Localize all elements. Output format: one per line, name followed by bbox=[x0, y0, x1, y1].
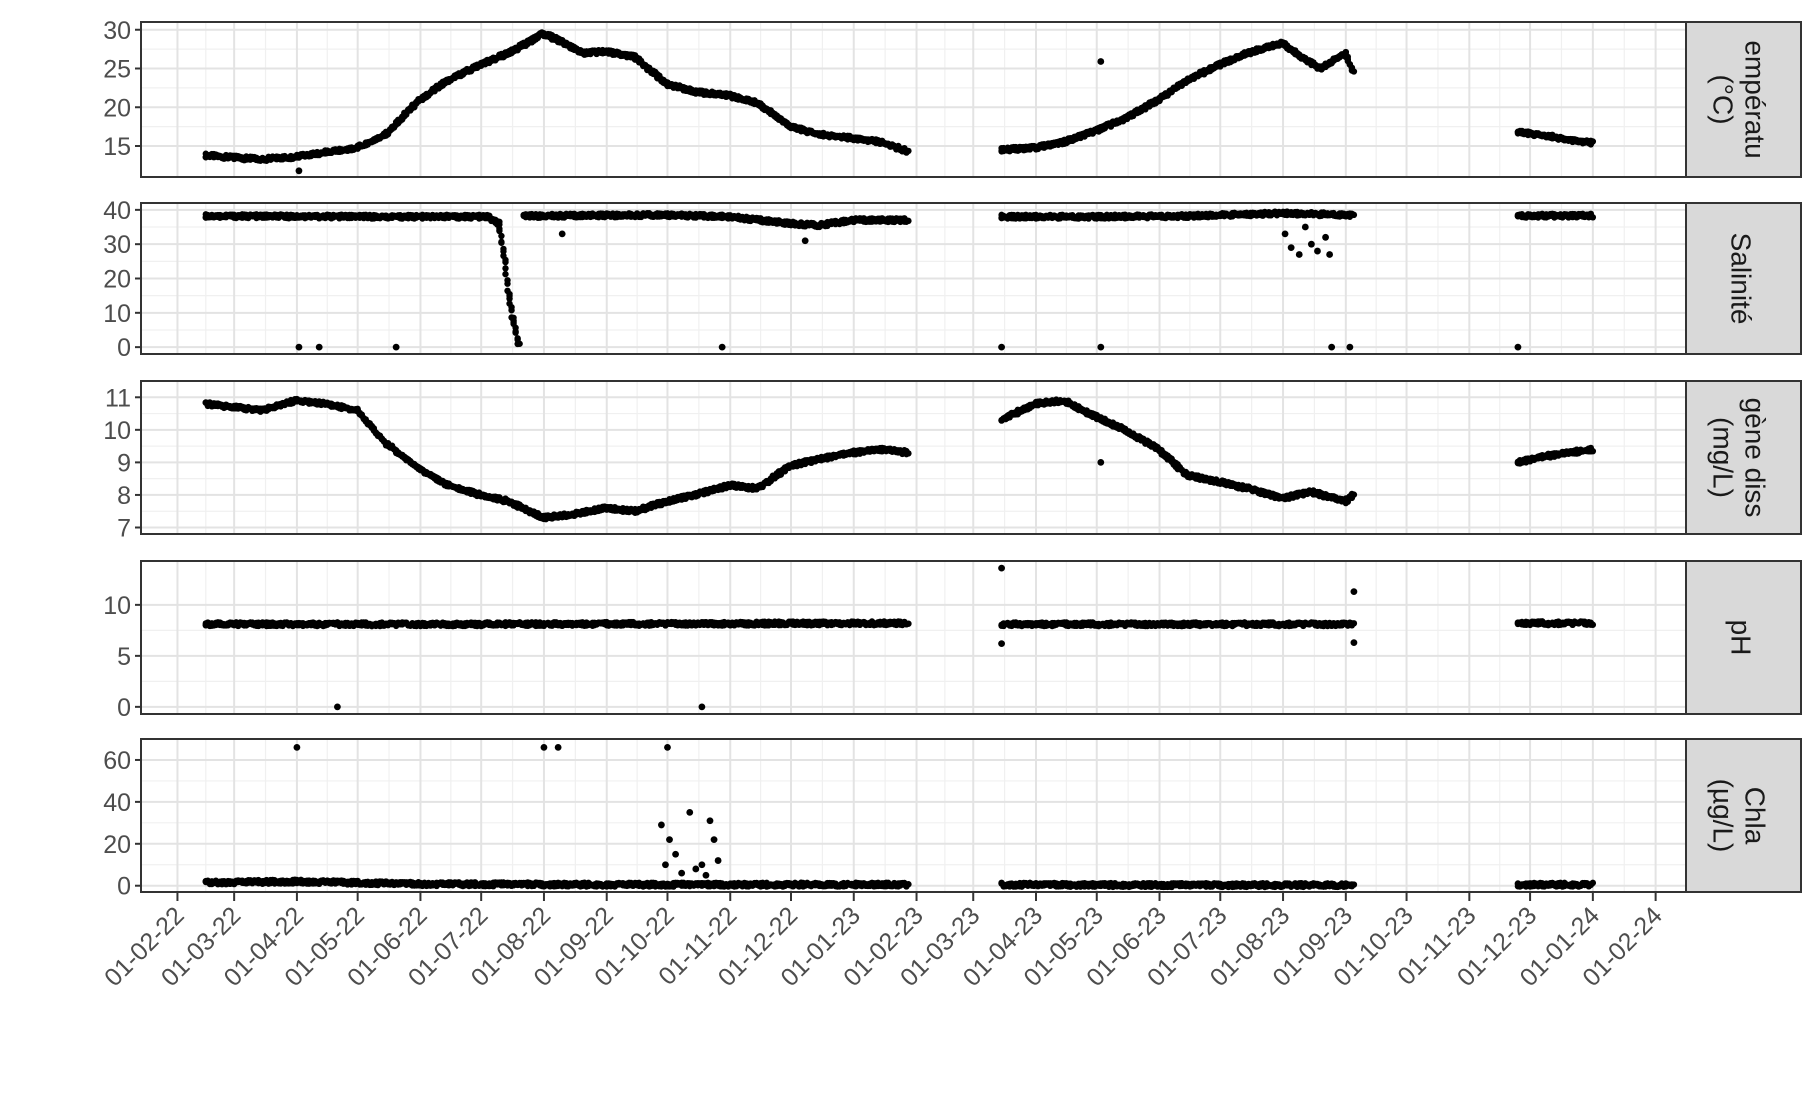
data-points bbox=[202, 208, 1597, 351]
data-point bbox=[1589, 214, 1597, 221]
outlier-point bbox=[1314, 247, 1321, 255]
outlier-point bbox=[1307, 240, 1315, 248]
panel-2: 0 10 20 30 40 Salinité bbox=[103, 197, 1802, 362]
data-point bbox=[905, 450, 912, 457]
y-tick-label: 30 bbox=[103, 231, 131, 259]
data-point bbox=[1350, 68, 1358, 75]
data-point bbox=[905, 147, 912, 155]
outlier-point bbox=[1295, 251, 1303, 258]
data-point bbox=[502, 256, 509, 264]
data-points bbox=[202, 29, 1597, 175]
outlier-point bbox=[315, 343, 323, 351]
outlier-point bbox=[1097, 343, 1105, 351]
y-tick-label: 11 bbox=[105, 384, 131, 412]
y-tick-label: 15 bbox=[103, 133, 131, 161]
outlier-point bbox=[1328, 343, 1336, 351]
y-tick-label: 10 bbox=[103, 417, 131, 445]
y-tick-label: 40 bbox=[103, 197, 131, 225]
data-point bbox=[502, 270, 509, 278]
y-tick-label: 0 bbox=[117, 334, 131, 362]
y-tick-label: 10 bbox=[103, 300, 131, 328]
outlier-point bbox=[1326, 251, 1334, 258]
data-point bbox=[508, 307, 515, 314]
data-point bbox=[498, 239, 505, 246]
y-tick-label: 7 bbox=[117, 514, 131, 542]
outlier-point bbox=[998, 343, 1005, 351]
outlier-point bbox=[295, 343, 303, 351]
outlier-point bbox=[1287, 244, 1295, 252]
panel-1: 15 20 25 30 empératu(°C) bbox=[103, 17, 1802, 178]
strip-label-line: (°C) bbox=[1708, 74, 1739, 124]
y-tick-label: 25 bbox=[103, 56, 131, 84]
outlier-point bbox=[558, 230, 566, 238]
outlier-point bbox=[718, 343, 726, 351]
outlier-point bbox=[1281, 230, 1289, 238]
outlier-point bbox=[801, 237, 809, 245]
outlier-point bbox=[1301, 223, 1309, 231]
data-point bbox=[1589, 138, 1597, 145]
strip-label: Salinité bbox=[1726, 233, 1757, 325]
outlier-point bbox=[1346, 343, 1354, 351]
outlier-point bbox=[1097, 58, 1105, 65]
data-point bbox=[1350, 211, 1358, 219]
strip-label-line: Salinité bbox=[1726, 233, 1757, 325]
outlier-point bbox=[295, 167, 303, 175]
outlier-point bbox=[1514, 343, 1522, 351]
y-tick-label: 8 bbox=[117, 482, 131, 510]
y-tick-label: 9 bbox=[117, 449, 131, 477]
panel-background bbox=[141, 22, 1686, 177]
strip-background bbox=[1685, 21, 1802, 178]
data-point bbox=[498, 232, 505, 240]
outlier-point bbox=[1322, 233, 1329, 241]
strip-label: empératu(°C) bbox=[1708, 40, 1771, 158]
y-tick-label: 20 bbox=[103, 94, 131, 122]
data-point bbox=[516, 340, 523, 347]
data-point bbox=[504, 280, 511, 287]
data-point bbox=[502, 265, 509, 272]
data-point bbox=[512, 329, 519, 336]
y-tick-label: 20 bbox=[103, 266, 131, 294]
data-point bbox=[905, 217, 912, 225]
outlier-point bbox=[392, 343, 400, 351]
y-tick-label: 30 bbox=[103, 17, 131, 45]
strip-label-line: empératu bbox=[1740, 40, 1771, 158]
